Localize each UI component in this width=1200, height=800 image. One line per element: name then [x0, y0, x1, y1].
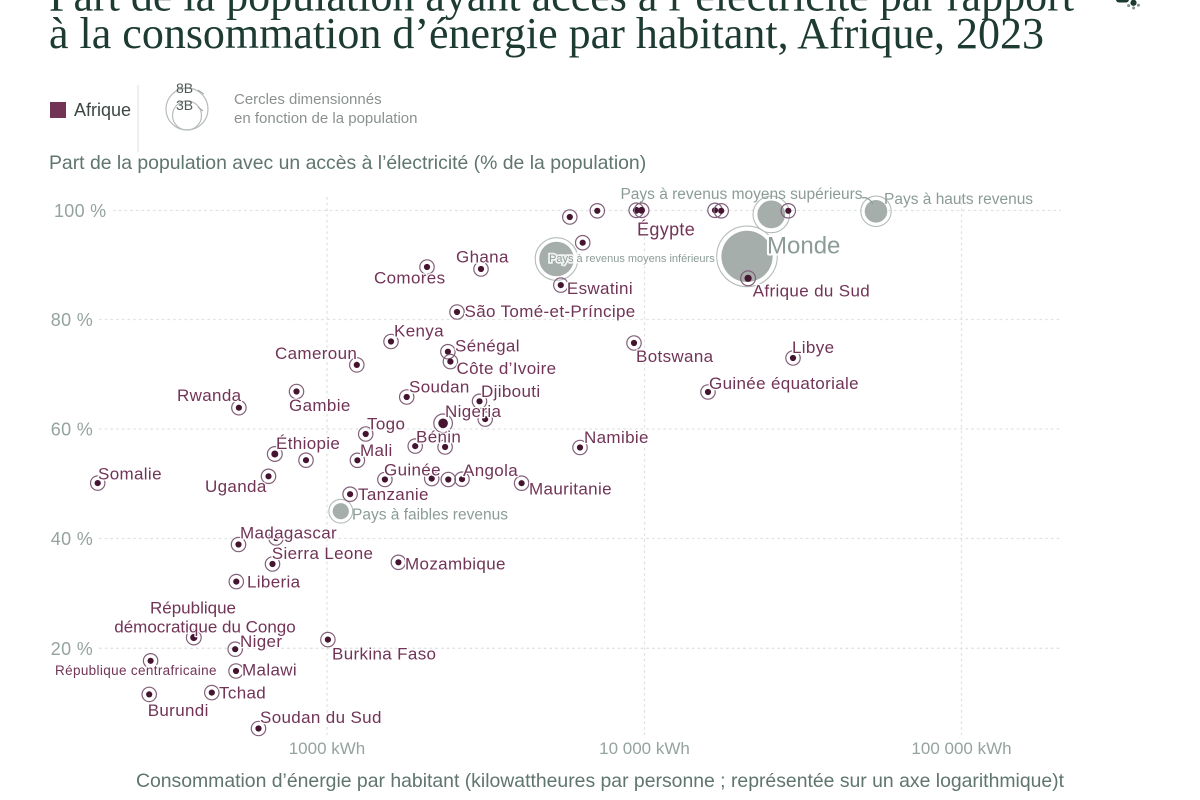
- svg-text:Burkina Faso: Burkina Faso: [332, 645, 436, 664]
- svg-text:Afrique du Sud: Afrique du Sud: [753, 281, 870, 300]
- svg-text:Namibie: Namibie: [584, 428, 649, 447]
- svg-text:Kenya: Kenya: [394, 321, 444, 340]
- svg-text:Madagascar: Madagascar: [240, 524, 337, 543]
- svg-text:10 000 kWh: 10 000 kWh: [599, 739, 690, 758]
- svg-text:Bénin: Bénin: [416, 428, 461, 447]
- svg-text:République: République: [150, 599, 236, 618]
- svg-text:Cameroun: Cameroun: [275, 344, 357, 363]
- svg-text:São Tomé-et-Príncipe: São Tomé-et-Príncipe: [465, 302, 636, 321]
- svg-text:Mali: Mali: [360, 441, 393, 460]
- svg-text:Cercles dimensionnés: Cercles dimensionnés: [234, 91, 382, 108]
- svg-text:Burundi: Burundi: [148, 701, 209, 720]
- svg-text:100 000 kWh: 100 000 kWh: [911, 739, 1011, 758]
- svg-text:3B: 3B: [176, 97, 193, 113]
- svg-text:Somalie: Somalie: [98, 464, 162, 483]
- svg-text:République centrafricaine: République centrafricaine: [55, 663, 217, 678]
- svg-text:Soudan du Sud: Soudan du Sud: [260, 708, 382, 727]
- svg-text:Nigeria: Nigeria: [445, 402, 502, 421]
- svg-text:Ghana: Ghana: [456, 247, 509, 266]
- svg-text:Eswatini: Eswatini: [567, 279, 633, 298]
- svg-text:Éthiopie: Éthiopie: [276, 434, 340, 453]
- svg-text:Consommation d’énergie par hab: Consommation d’énergie par habitant (kil…: [136, 770, 1065, 792]
- svg-text:Guinée équatoriale: Guinée équatoriale: [709, 374, 859, 393]
- svg-text:Sierra Leone: Sierra Leone: [272, 544, 374, 563]
- svg-text:Botswana: Botswana: [636, 347, 714, 366]
- svg-text:Afrique: Afrique: [74, 100, 131, 120]
- svg-text:Togo: Togo: [367, 414, 405, 433]
- svg-text:à la consommation d’énergie pa: à la consommation d’énergie par habitant…: [49, 9, 1044, 58]
- svg-text:Tchad: Tchad: [219, 684, 266, 703]
- svg-text:Djibouti: Djibouti: [481, 382, 541, 401]
- svg-text:Tanzanie: Tanzanie: [358, 485, 429, 504]
- svg-text:Pays à faibles revenus: Pays à faibles revenus: [352, 507, 508, 524]
- svg-text:Soudan: Soudan: [409, 377, 470, 396]
- svg-text:Côte d’Ivoire: Côte d’Ivoire: [457, 359, 557, 378]
- svg-text:40 %: 40 %: [51, 529, 93, 549]
- svg-text:Angola: Angola: [463, 461, 518, 480]
- svg-text:1000 kWh: 1000 kWh: [289, 739, 366, 758]
- svg-text:Uganda: Uganda: [205, 477, 267, 496]
- svg-text:Pays à hauts revenus: Pays à hauts revenus: [884, 191, 1033, 208]
- svg-text:Sénégal: Sénégal: [455, 336, 520, 355]
- svg-text:Monde: Monde: [767, 233, 840, 260]
- svg-text:Rwanda: Rwanda: [177, 386, 242, 405]
- svg-text:Comores: Comores: [374, 268, 445, 287]
- svg-text:Part de la population ayant ac: Part de la population ayant accès à l’él…: [49, 0, 1074, 21]
- svg-text:Mozambique: Mozambique: [405, 555, 506, 574]
- svg-text:Part de la population avec un: Part de la population avec un accès à l’…: [49, 152, 646, 174]
- svg-text:80 %: 80 %: [51, 310, 93, 330]
- svg-text:Guinée: Guinée: [384, 460, 441, 479]
- svg-text:60 %: 60 %: [51, 420, 93, 440]
- svg-text:Libye: Libye: [792, 338, 834, 357]
- svg-text:20 %: 20 %: [51, 639, 93, 659]
- svg-text:Gambie: Gambie: [289, 396, 351, 415]
- svg-text:Liberia: Liberia: [247, 573, 301, 592]
- svg-text:8B: 8B: [176, 80, 193, 96]
- svg-text:Pays à revenus moyens inférieu: Pays à revenus moyens inférieurs: [549, 253, 715, 265]
- svg-text:Malawi: Malawi: [242, 661, 297, 680]
- svg-text:100 %: 100 %: [54, 201, 107, 221]
- svg-text:Égypte: Égypte: [637, 219, 695, 239]
- svg-text:démocratique du Congo: démocratique du Congo: [114, 618, 295, 637]
- svg-text:Mauritanie: Mauritanie: [529, 479, 612, 498]
- svg-text:Niger: Niger: [240, 632, 282, 651]
- svg-text:Pays à revenus moyens inférieu: Pays à revenus moyens inférieurs: [549, 253, 715, 265]
- svg-text:Pays à revenus moyens supérieu: Pays à revenus moyens supérieurs: [620, 186, 862, 203]
- svg-text:en fonction de la population: en fonction de la population: [234, 110, 417, 127]
